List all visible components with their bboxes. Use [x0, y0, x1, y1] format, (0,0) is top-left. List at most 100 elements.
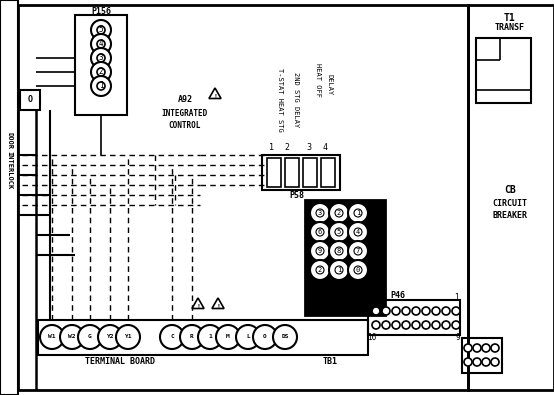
Circle shape — [354, 228, 362, 236]
Circle shape — [392, 307, 400, 315]
Text: 1: 1 — [454, 293, 458, 303]
Circle shape — [422, 321, 430, 329]
Text: 1: 1 — [356, 210, 360, 216]
Circle shape — [253, 325, 277, 349]
Text: 2: 2 — [99, 68, 103, 77]
Circle shape — [372, 321, 380, 329]
Bar — [462, 338, 502, 373]
Text: O: O — [263, 335, 267, 339]
Text: !: ! — [213, 94, 217, 98]
Circle shape — [329, 203, 349, 223]
Circle shape — [236, 325, 260, 349]
Circle shape — [482, 358, 490, 366]
Circle shape — [116, 325, 140, 349]
Text: 1: 1 — [208, 335, 212, 339]
Bar — [267, 158, 281, 187]
Text: 7: 7 — [356, 248, 360, 254]
Circle shape — [310, 260, 330, 280]
Circle shape — [329, 241, 349, 261]
Circle shape — [216, 325, 240, 349]
Circle shape — [412, 307, 420, 315]
Text: M: M — [226, 335, 230, 339]
Circle shape — [372, 307, 380, 315]
Text: P46: P46 — [391, 290, 406, 299]
Text: INTERLOCK: INTERLOCK — [6, 151, 12, 189]
Text: 5: 5 — [99, 26, 103, 34]
Circle shape — [464, 344, 472, 352]
Circle shape — [402, 321, 410, 329]
Circle shape — [382, 321, 390, 329]
Text: 4: 4 — [356, 229, 360, 235]
Text: 4: 4 — [99, 40, 103, 49]
Circle shape — [91, 34, 111, 54]
Circle shape — [335, 228, 343, 236]
Text: 3: 3 — [306, 143, 311, 152]
Circle shape — [473, 344, 481, 352]
Bar — [38, 320, 368, 355]
Circle shape — [348, 203, 368, 223]
Circle shape — [392, 321, 400, 329]
Circle shape — [97, 82, 105, 90]
Text: 2: 2 — [318, 267, 322, 273]
Circle shape — [180, 325, 204, 349]
Text: T1: T1 — [504, 13, 516, 23]
Text: C: C — [170, 335, 174, 339]
Circle shape — [273, 325, 297, 349]
Circle shape — [354, 266, 362, 274]
Circle shape — [412, 321, 420, 329]
Text: Y2: Y2 — [106, 335, 114, 339]
Circle shape — [491, 358, 499, 366]
Text: Y1: Y1 — [124, 335, 132, 339]
Circle shape — [310, 241, 330, 261]
Text: W1: W1 — [48, 335, 56, 339]
Text: T-STAT HEAT STG: T-STAT HEAT STG — [277, 68, 283, 132]
Circle shape — [60, 325, 84, 349]
Text: 8: 8 — [337, 248, 341, 254]
Text: !: ! — [196, 303, 200, 308]
Text: 16: 16 — [367, 333, 377, 342]
Circle shape — [348, 222, 368, 242]
Circle shape — [40, 325, 64, 349]
Circle shape — [78, 325, 102, 349]
Circle shape — [473, 358, 481, 366]
Circle shape — [464, 358, 472, 366]
Circle shape — [432, 307, 440, 315]
Bar — [285, 158, 299, 187]
Text: O: O — [28, 96, 33, 105]
Text: 1: 1 — [99, 81, 103, 90]
Circle shape — [316, 209, 324, 217]
Circle shape — [348, 241, 368, 261]
Text: DS: DS — [281, 335, 289, 339]
Circle shape — [382, 307, 390, 315]
Circle shape — [491, 344, 499, 352]
Text: INTEGRATED: INTEGRATED — [162, 109, 208, 118]
Text: 2: 2 — [337, 210, 341, 216]
Text: P156: P156 — [91, 8, 111, 17]
Circle shape — [335, 209, 343, 217]
Text: 9: 9 — [456, 333, 460, 342]
Circle shape — [97, 54, 105, 62]
Text: 2: 2 — [285, 143, 290, 152]
Text: TERMINAL BOARD: TERMINAL BOARD — [85, 357, 155, 367]
Text: DELAY: DELAY — [327, 74, 333, 96]
Circle shape — [452, 321, 460, 329]
Text: R: R — [190, 335, 194, 339]
Circle shape — [91, 48, 111, 68]
Text: 4: 4 — [322, 143, 327, 152]
Circle shape — [329, 260, 349, 280]
Bar — [321, 158, 335, 187]
Text: 2ND STG DELAY: 2ND STG DELAY — [293, 72, 299, 128]
Bar — [468, 5, 554, 390]
Text: 1: 1 — [337, 267, 341, 273]
Circle shape — [91, 62, 111, 82]
Text: CIRCUIT: CIRCUIT — [493, 199, 527, 207]
Circle shape — [402, 307, 410, 315]
Text: 3: 3 — [318, 210, 322, 216]
Text: 6: 6 — [318, 229, 322, 235]
Circle shape — [310, 222, 330, 242]
Circle shape — [316, 266, 324, 274]
Bar — [476, 38, 531, 103]
Circle shape — [160, 325, 184, 349]
Bar — [305, 200, 385, 315]
Text: A92: A92 — [177, 96, 192, 105]
